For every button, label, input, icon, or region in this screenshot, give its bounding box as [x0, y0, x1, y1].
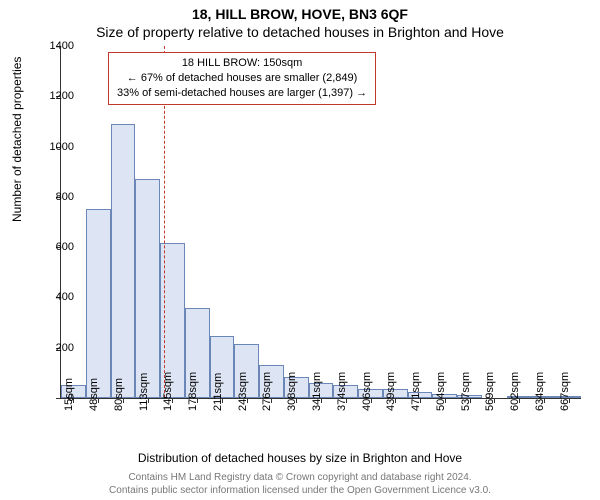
infobox-line2: ← 67% of detached houses are smaller (2,… — [117, 71, 367, 86]
histogram-bar — [135, 179, 160, 398]
title-subtitle: Size of property relative to detached ho… — [0, 22, 600, 40]
ytick-label: 1200 — [34, 90, 74, 102]
annotation-infobox: 18 HILL BROW: 150sqm← 67% of detached ho… — [108, 52, 376, 105]
histogram-bar — [86, 209, 111, 398]
footer-line1: Contains HM Land Registry data © Crown c… — [128, 472, 471, 483]
x-axis-label: Distribution of detached houses by size … — [0, 451, 600, 465]
infobox-line3: 33% of semi-detached houses are larger (… — [117, 86, 367, 101]
ytick-label: 400 — [34, 291, 74, 303]
footer-line2: Contains public sector information licen… — [109, 485, 491, 496]
infobox-line1: 18 HILL BROW: 150sqm — [117, 56, 367, 71]
ytick-label: 1000 — [34, 141, 74, 153]
ytick-label: 200 — [34, 342, 74, 354]
ytick-label: 1400 — [34, 40, 74, 52]
histogram-bar — [111, 124, 136, 398]
ytick-label: 800 — [34, 191, 74, 203]
footer-attribution: Contains HM Land Registry data © Crown c… — [0, 471, 600, 497]
ytick-label: 600 — [34, 241, 74, 253]
chart-container: 18, HILL BROW, HOVE, BN3 6QF Size of pro… — [0, 0, 600, 500]
title-address: 18, HILL BROW, HOVE, BN3 6QF — [0, 0, 600, 22]
y-axis-label: Number of detached properties — [10, 57, 24, 222]
